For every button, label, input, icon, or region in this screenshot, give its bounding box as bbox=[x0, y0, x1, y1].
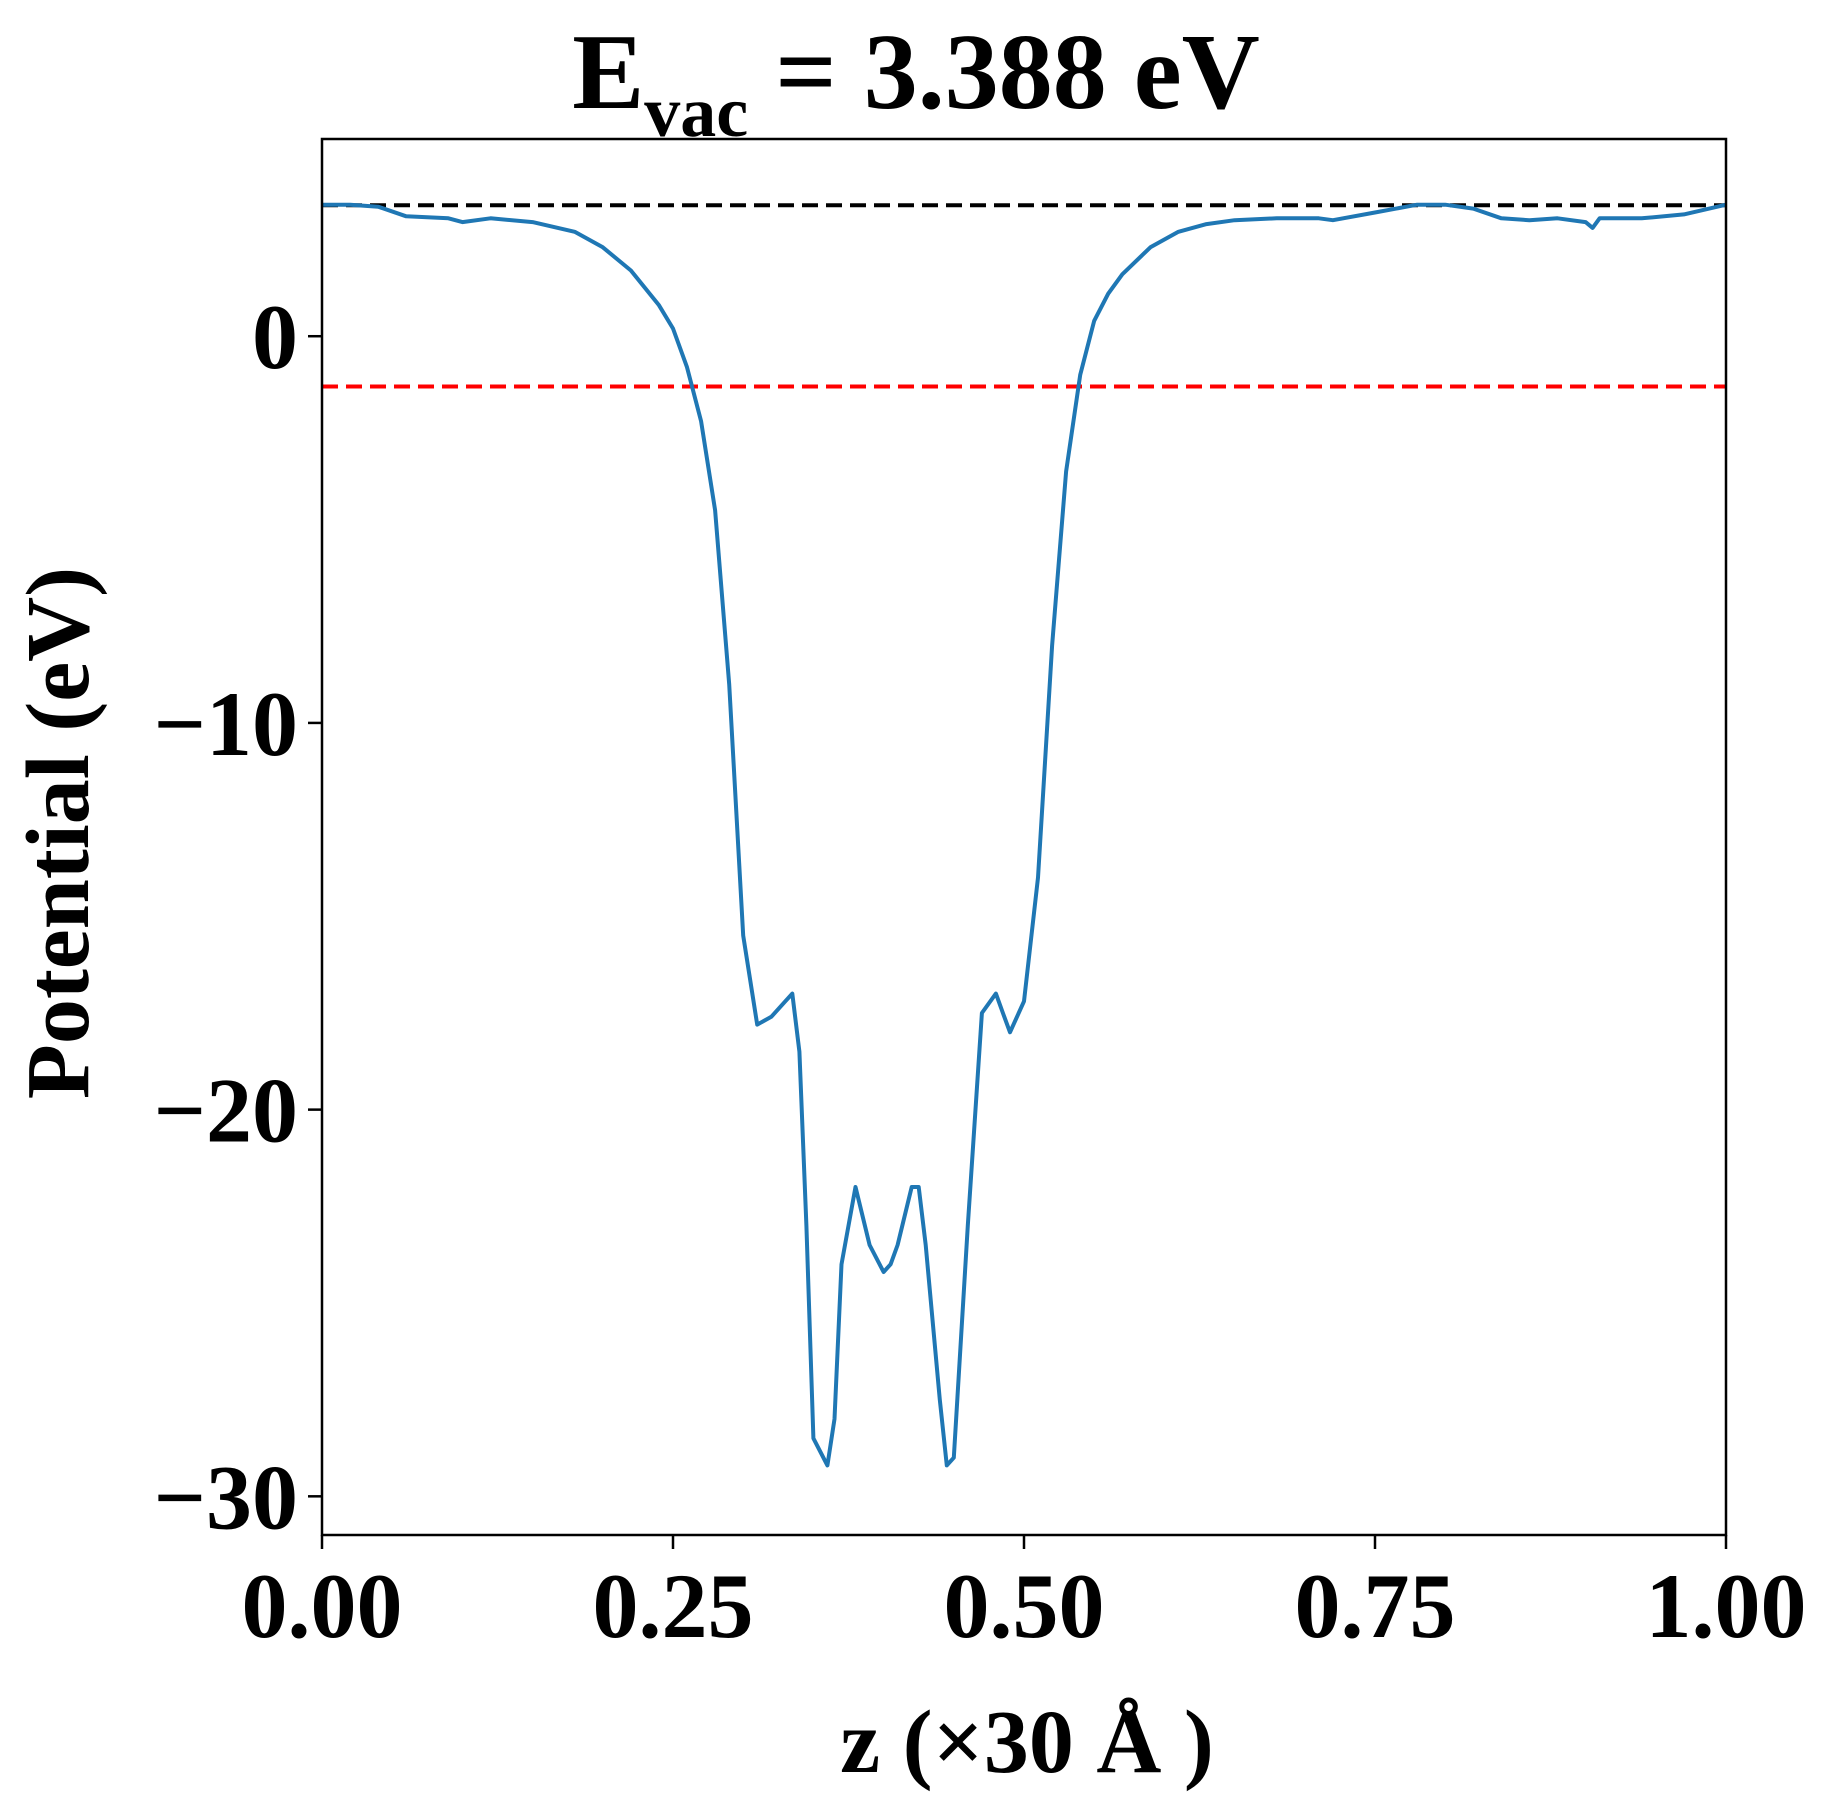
plot-area bbox=[322, 202, 1727, 1468]
x-tick-label: 0.75 bbox=[1295, 1555, 1456, 1657]
y-tick-label: −30 bbox=[154, 1446, 298, 1548]
chart-title: Evac = 3.388 eV bbox=[572, 13, 1260, 152]
x-tick-label: 0.00 bbox=[242, 1555, 403, 1657]
y-axis-ticks: 0 −10 −20 −30 bbox=[154, 286, 322, 1548]
y-axis-label: Potential (eV) bbox=[9, 567, 108, 1099]
y-tick-label: −20 bbox=[154, 1060, 298, 1162]
y-tick-label: 0 bbox=[252, 286, 298, 388]
x-tick-label: 0.25 bbox=[593, 1555, 754, 1657]
y-tick-label: −10 bbox=[154, 673, 298, 775]
x-axis-label: z (×30 Å ) bbox=[840, 1693, 1214, 1792]
x-axis-ticks: 0.00 0.25 0.50 0.75 1.00 bbox=[242, 1535, 1807, 1657]
x-tick-label: 0.50 bbox=[944, 1555, 1105, 1657]
title-rest: = 3.388 eV bbox=[748, 13, 1259, 132]
series-line-0 bbox=[322, 202, 1727, 1468]
x-tick-label: 1.00 bbox=[1646, 1555, 1807, 1657]
plot-frame bbox=[320, 137, 1728, 1537]
title-main: E bbox=[572, 13, 644, 132]
